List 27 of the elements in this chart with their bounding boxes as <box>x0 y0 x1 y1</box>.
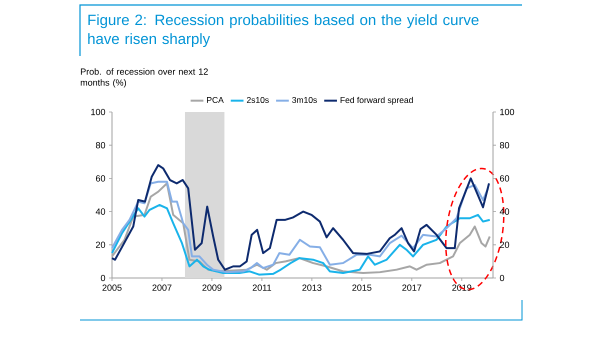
y2-tick-label: 100 <box>500 108 514 116</box>
y2-tick-label: 60 <box>500 175 510 182</box>
y-tick-label: 80 <box>96 142 106 148</box>
y-tick-label: 60 <box>96 175 106 182</box>
legend-label: 2s10s <box>246 96 269 103</box>
y2-tick-label: 40 <box>500 208 510 215</box>
y-axis-title: Prob. of recession over next 12 months (%) <box>80 68 208 88</box>
y2-tick-label: 0 <box>500 274 504 282</box>
line-series <box>111 204 491 276</box>
y2-tick-label: 20 <box>500 242 510 248</box>
y-tick-label: 100 <box>91 108 106 116</box>
y-tick-label: 40 <box>96 208 106 215</box>
x-tick-label: 2017 <box>402 284 422 291</box>
x-tick-label: 2013 <box>302 284 322 291</box>
line-series <box>111 164 490 271</box>
x-tick-label: 2005 <box>102 284 122 291</box>
x-tick-label: 2015 <box>352 284 372 291</box>
y-tick-label: 0 <box>100 274 106 282</box>
legend-label: 3m10s <box>292 96 317 103</box>
x-tick-label: 2007 <box>152 284 172 291</box>
chart-title: Figure 2: Recession probabilities based on the yield curve have risen sharply <box>88 14 479 48</box>
y-tick-label: 20 <box>96 242 106 248</box>
legend-label: PCA <box>207 96 224 103</box>
y2-tick-label: 80 <box>500 142 510 148</box>
legend-label: Fed forward spread <box>340 96 413 105</box>
x-tick-label: 2009 <box>202 284 222 291</box>
x-tick-label: 2011 <box>252 284 272 291</box>
